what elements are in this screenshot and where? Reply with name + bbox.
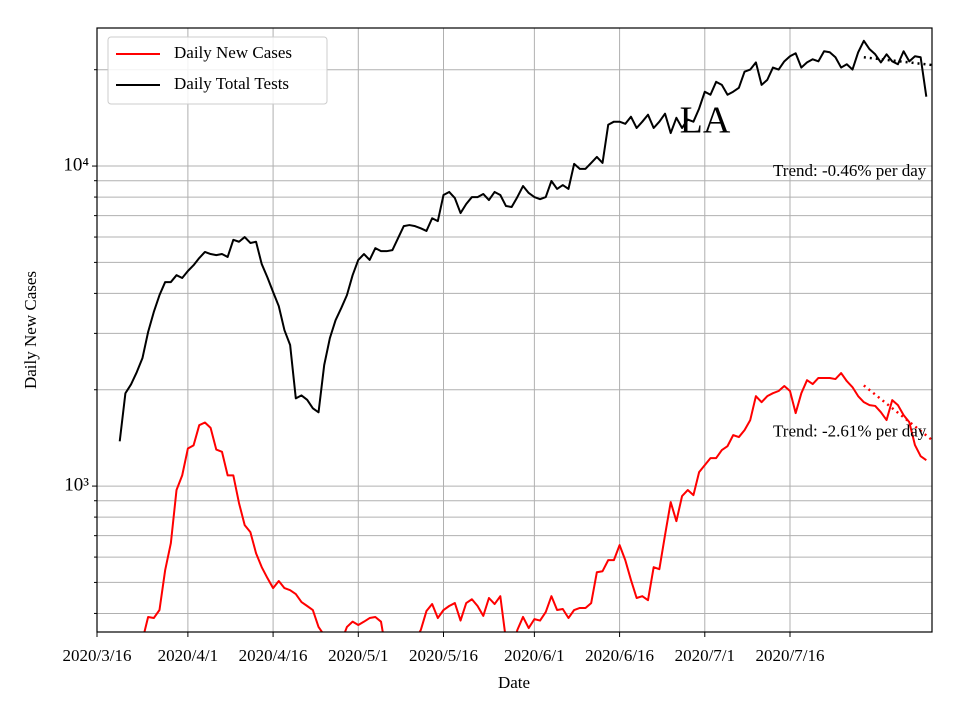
x-tick-label: 2020/4/1	[158, 646, 218, 665]
trend-label: Trend: -0.46% per day	[773, 161, 927, 180]
x-axis-label: Date	[498, 673, 530, 692]
grid	[96, 28, 932, 632]
legend-label: Daily Total Tests	[174, 74, 289, 93]
x-tick-label: 2020/6/1	[504, 646, 564, 665]
plot-frame	[96, 27, 933, 633]
legend-label: Daily New Cases	[174, 43, 292, 62]
trend-line	[863, 384, 932, 441]
plot-lines	[118, 39, 932, 632]
legend-box	[107, 36, 328, 105]
series-line	[118, 39, 928, 442]
axes: 2020/3/16 2020/4/1 2020/4/16 2020/5/1 2020/5…	[63, 69, 825, 665]
trend-labels: Trend: -0.46% per day Trend: -2.61% per d…	[773, 161, 927, 440]
y-tick-label: 10⁴	[63, 154, 89, 175]
series-line	[143, 372, 927, 632]
x-tick-label: 2020/6/16	[585, 646, 654, 665]
annotation: LA	[680, 100, 731, 142]
legend: Daily New Cases Daily Total Tests	[107, 36, 328, 105]
trend-label: Trend: -2.61% per day	[773, 421, 927, 440]
x-tick-label: 2020/4/16	[239, 646, 308, 665]
y-axis-label: Daily New Cases	[21, 271, 40, 389]
y-tick-label: 10³	[64, 474, 89, 495]
x-tick-label: 2020/5/16	[409, 646, 478, 665]
x-tick-label: 2020/7/1	[675, 646, 735, 665]
x-tick-label: 2020/3/16	[63, 646, 132, 665]
x-tick-label: 2020/5/1	[328, 646, 388, 665]
x-tick-label: 2020/7/16	[756, 646, 825, 665]
